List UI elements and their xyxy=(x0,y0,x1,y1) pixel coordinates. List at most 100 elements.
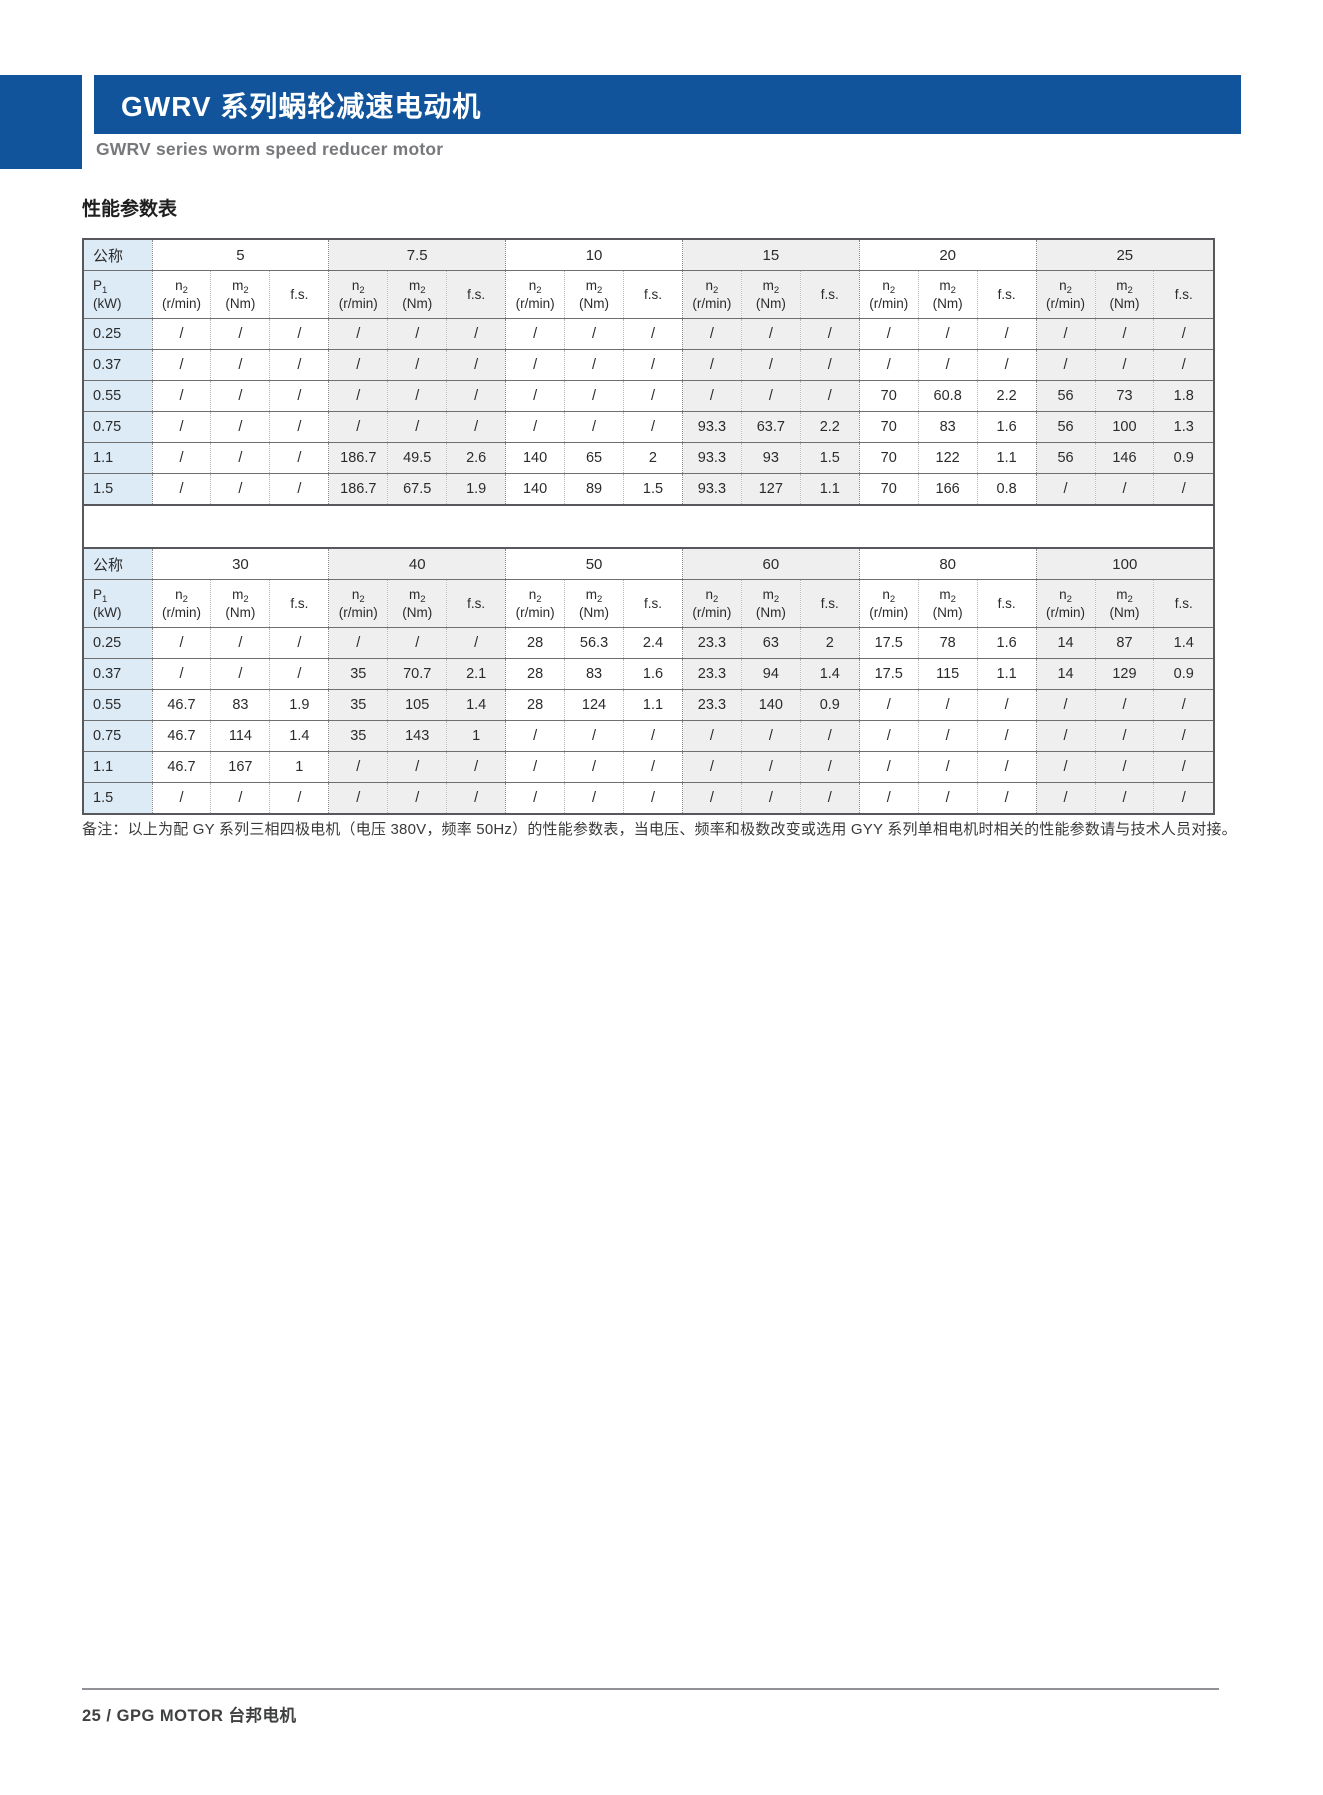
title-bar: GWRV 系列蜗轮减速电动机 xyxy=(94,75,1241,134)
value-cell: 63.7 xyxy=(740,411,801,443)
m2-header: m2 (Nm) xyxy=(387,270,447,319)
value-cell: 1.6 xyxy=(623,658,683,690)
fs-header: f.s. xyxy=(799,270,860,319)
subscript: 2 xyxy=(889,284,896,296)
value-cell: 2.2 xyxy=(976,380,1037,412)
value-cell: 14 xyxy=(1035,627,1095,659)
value-cell: / xyxy=(505,720,565,752)
value-cell: / xyxy=(858,751,919,783)
value-cell: 23.3 xyxy=(681,658,742,690)
value-cell: / xyxy=(269,442,329,474)
value-cell: / xyxy=(681,751,742,783)
value-cell: / xyxy=(505,751,565,783)
value-cell: / xyxy=(1035,473,1095,505)
performance-table-frame: 公称 5 7.5 10 15 20 25 P1 (kW) n2 (r/min) m2 (Nm) f.s. n… xyxy=(82,238,1215,815)
unit-label: (Nm) xyxy=(225,604,256,620)
value-cell: / xyxy=(623,720,683,752)
value-cell: / xyxy=(1153,689,1213,721)
p1-header: P1 (kW) xyxy=(84,579,153,628)
table-row: 0.37// / / / / / / / / / / / / / / / / xyxy=(84,349,1213,381)
value-cell: 1.1 xyxy=(976,442,1037,474)
value-cell: 94 xyxy=(740,658,801,690)
value-cell: / xyxy=(1094,689,1154,721)
subscript: 2 xyxy=(243,593,249,605)
value-cell: 70 xyxy=(858,442,919,474)
value-cell: / xyxy=(858,720,919,752)
value-cell: / xyxy=(564,380,624,412)
value-cell: / xyxy=(269,627,329,659)
value-cell: / xyxy=(269,782,329,813)
page-title: GWRV 系列蜗轮减速电动机 xyxy=(121,90,482,122)
value-cell: 2 xyxy=(799,627,860,659)
value-cell: / xyxy=(269,318,329,350)
value-cell: 93.3 xyxy=(681,473,742,505)
value-cell: / xyxy=(446,380,506,412)
value-cell: 1.1 xyxy=(976,658,1037,690)
unit-label: (Nm) xyxy=(1109,604,1140,620)
value-cell: / xyxy=(740,782,801,813)
value-cell: 1.1 xyxy=(623,689,683,721)
value-cell: 122 xyxy=(917,442,978,474)
value-cell: 35 xyxy=(328,720,388,752)
unit-label: (r/min) xyxy=(338,295,378,311)
value-cell: 93.3 xyxy=(681,411,742,443)
value-cell: / xyxy=(151,411,211,443)
ratio-header: 60 xyxy=(681,548,860,580)
value-cell: 2.1 xyxy=(446,658,506,690)
value-cell: / xyxy=(505,782,565,813)
value-cell: 143 xyxy=(387,720,447,752)
value-cell: 0.9 xyxy=(1153,658,1213,690)
unit-label: (r/min) xyxy=(1046,604,1086,620)
value-cell: / xyxy=(505,380,565,412)
row-label: 1.5 xyxy=(84,473,153,505)
ratio-header: 80 xyxy=(858,548,1037,580)
value-cell: / xyxy=(976,782,1037,813)
value-cell: / xyxy=(1094,720,1154,752)
footer-text: 25 / GPG MOTOR 台邦电机 xyxy=(82,1707,297,1725)
value-cell: / xyxy=(1094,751,1154,783)
value-cell: / xyxy=(858,782,919,813)
value-cell: 89 xyxy=(564,473,624,505)
value-cell: / xyxy=(446,318,506,350)
value-cell: / xyxy=(1035,751,1095,783)
subscript: 2 xyxy=(420,284,426,296)
table-row: 1.1 46.7 167 1// / / / / / / / / / / / / / xyxy=(84,751,1213,783)
value-cell: / xyxy=(387,349,447,381)
corner-label: 公称 xyxy=(84,240,153,271)
value-cell: / xyxy=(269,411,329,443)
m2-header: m2 (Nm) xyxy=(1094,579,1154,628)
value-cell: 1.1 xyxy=(799,473,860,505)
subscript: 1 xyxy=(102,593,108,605)
value-cell: 14 xyxy=(1035,658,1095,690)
value-cell: 70 xyxy=(858,380,919,412)
value-cell: / xyxy=(328,318,388,350)
value-cell: / xyxy=(151,658,211,690)
value-cell: 1.6 xyxy=(976,627,1037,659)
value-cell: 1.8 xyxy=(1153,380,1213,412)
value-cell: 93 xyxy=(740,442,801,474)
value-cell: / xyxy=(917,782,978,813)
ratio-header: 50 xyxy=(505,548,683,580)
value-cell: 56 xyxy=(1035,442,1095,474)
n2-header: n2 (r/min) xyxy=(858,270,919,319)
unit-label: (r/min) xyxy=(161,604,201,620)
value-cell: / xyxy=(740,318,801,350)
value-cell: / xyxy=(799,782,860,813)
value-cell: / xyxy=(210,442,270,474)
row-label: 0.75 xyxy=(84,720,153,752)
value-cell: 93.3 xyxy=(681,442,742,474)
value-cell: / xyxy=(976,751,1037,783)
ratio-header: 25 xyxy=(1035,240,1213,271)
value-cell: 46.7 xyxy=(151,720,211,752)
row-label: 0.55 xyxy=(84,689,153,721)
value-cell: 129 xyxy=(1094,658,1154,690)
value-cell: 124 xyxy=(564,689,624,721)
value-cell: / xyxy=(740,751,801,783)
value-cell: / xyxy=(681,318,742,350)
value-cell: 73 xyxy=(1094,380,1154,412)
subscript: 2 xyxy=(1066,593,1072,605)
value-cell: 78 xyxy=(917,627,978,659)
subscript: 2 xyxy=(1127,284,1133,296)
subscript: 2 xyxy=(420,593,426,605)
value-cell: / xyxy=(623,349,683,381)
